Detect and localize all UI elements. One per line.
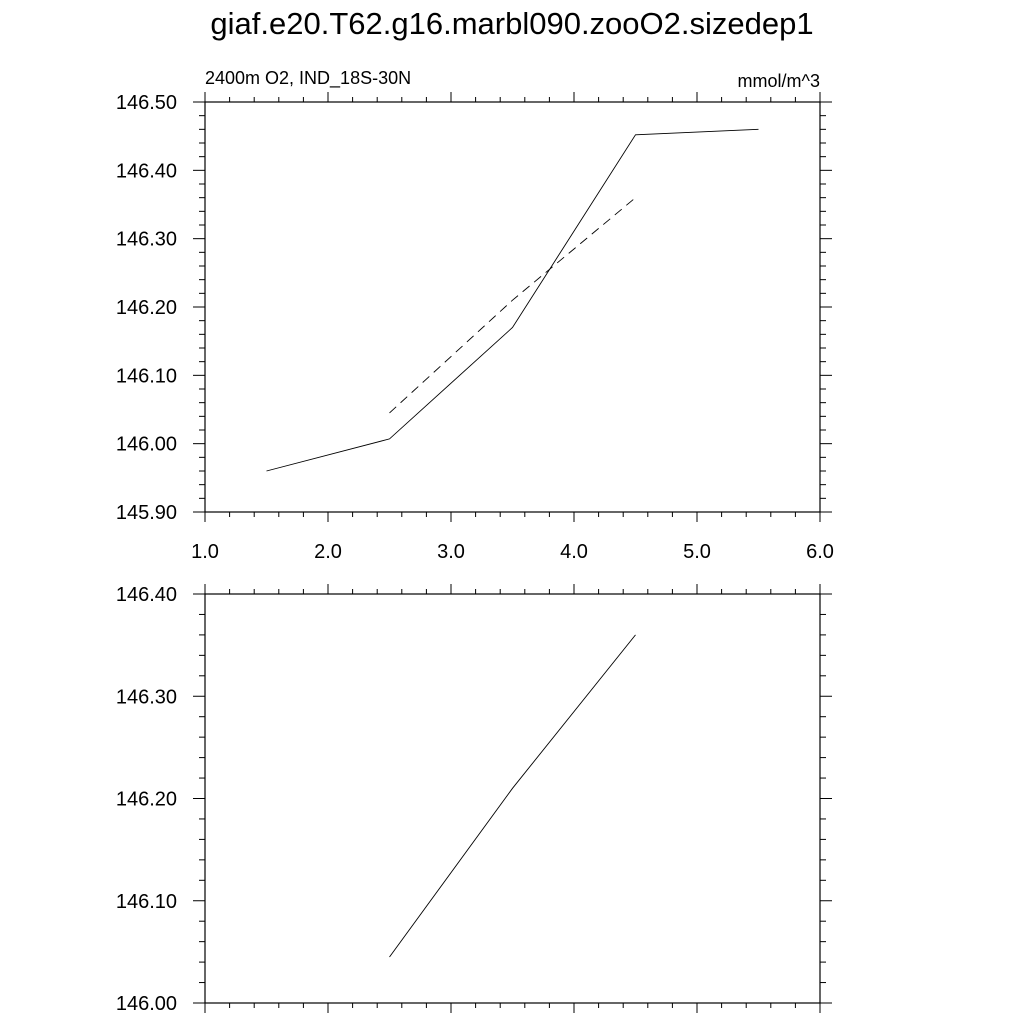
y-tick-label: 146.40 — [116, 160, 177, 182]
x-tick-label: 2.0 — [314, 541, 342, 563]
series-line-solid — [266, 128, 759, 472]
y-tick-label: 146.50 — [116, 92, 177, 114]
y-tick-label: 146.40 — [116, 584, 177, 606]
y-tick-label: 146.10 — [116, 891, 177, 913]
x-tick-label: 6.0 — [806, 541, 834, 563]
panel-units-label: mmol/m^3 — [738, 71, 820, 91]
y-tick-label: 145.90 — [116, 502, 177, 524]
series-line-dashed — [389, 197, 636, 414]
chart-title: giaf.e20.T62.g16.marbl090.zooO2.sizedep1 — [210, 6, 814, 41]
bottom-panel: 146.00 146.10 146.20 146.30 146.40 — [116, 584, 832, 1015]
y-tick-label: 146.20 — [116, 297, 177, 319]
panel-left-label: 2400m O2, IND_18S-30N — [205, 68, 411, 89]
x-tick-label: 4.0 — [560, 541, 588, 563]
y-tick-label: 146.10 — [116, 365, 177, 387]
y-tick-label: 146.30 — [116, 686, 177, 708]
y-tick-label: 146.00 — [116, 993, 177, 1015]
series-line-solid — [389, 634, 636, 958]
plot-frame — [204, 101, 821, 513]
y-tick-label: 146.20 — [116, 789, 177, 811]
x-tick-label: 5.0 — [683, 541, 711, 563]
y-tick-label: 146.30 — [116, 229, 177, 251]
x-tick-label: 1.0 — [191, 541, 219, 563]
plot-frame — [204, 593, 821, 1004]
top-panel: 1.0 2.0 3.0 4.0 5.0 6.0 145.90 146.00 146.10 146.… — [116, 68, 834, 563]
y-tick-label: 146.00 — [116, 434, 177, 456]
x-tick-label: 3.0 — [437, 541, 465, 563]
